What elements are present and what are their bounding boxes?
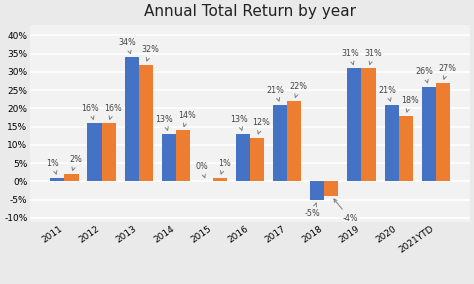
Text: 21%: 21% (267, 85, 284, 101)
Bar (273, 105, 287, 181)
Text: 21%: 21% (378, 85, 396, 101)
Bar (125, 57, 139, 181)
Text: -4%: -4% (334, 199, 358, 223)
Text: 32%: 32% (141, 45, 159, 61)
Text: 26%: 26% (415, 67, 433, 83)
Text: 12%: 12% (253, 118, 271, 134)
Bar (362, 68, 375, 181)
Bar (399, 116, 413, 181)
Text: 13%: 13% (230, 115, 247, 130)
Text: 22%: 22% (290, 82, 308, 97)
Text: 31%: 31% (364, 49, 382, 64)
Text: 27%: 27% (438, 64, 456, 79)
Text: 13%: 13% (155, 115, 173, 130)
Bar (236, 134, 250, 181)
Bar (324, 181, 338, 196)
Bar (287, 101, 301, 181)
Bar (436, 83, 450, 181)
Text: 18%: 18% (401, 97, 419, 112)
Bar (139, 65, 153, 181)
Bar (310, 181, 324, 200)
Bar (384, 105, 399, 181)
Text: 2%: 2% (70, 155, 82, 170)
Bar (213, 178, 227, 181)
Text: 14%: 14% (178, 111, 196, 127)
Text: 34%: 34% (118, 38, 136, 54)
Text: 1%: 1% (218, 158, 231, 174)
Text: 31%: 31% (341, 49, 359, 64)
Text: 16%: 16% (104, 104, 122, 119)
Text: 16%: 16% (81, 104, 99, 119)
Title: Annual Total Return by year: Annual Total Return by year (144, 4, 356, 19)
Bar (87, 123, 101, 181)
Bar (162, 134, 176, 181)
Bar (101, 123, 116, 181)
Text: 1%: 1% (46, 158, 59, 174)
Bar (422, 87, 436, 181)
Bar (176, 130, 190, 181)
Bar (250, 138, 264, 181)
Bar (64, 174, 79, 181)
Bar (347, 68, 362, 181)
Text: -5%: -5% (305, 203, 321, 218)
Bar (50, 178, 64, 181)
Text: 0%: 0% (195, 162, 208, 178)
